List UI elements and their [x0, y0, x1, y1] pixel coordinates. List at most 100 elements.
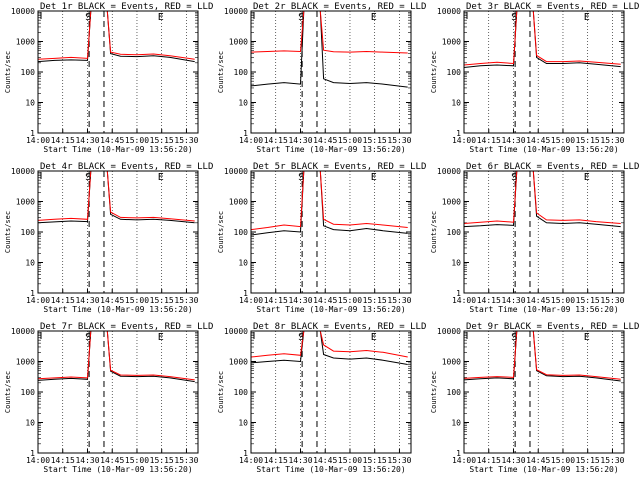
- y-tick-label: 1: [456, 129, 461, 138]
- series-line-events: [37, 330, 195, 383]
- x-tick-label: 14:00: [452, 136, 476, 145]
- chart-title: Det 7r BLACK = Events, RED = LLD: [40, 322, 213, 332]
- x-tick-label: 14:15: [264, 296, 288, 305]
- marker-label-s: S: [511, 12, 517, 23]
- y-tick-label: 100: [21, 68, 36, 77]
- x-tick-label: 14:30: [288, 296, 312, 305]
- x-axis-label: Start Time (10-Mar-09 13:56:20): [469, 305, 618, 314]
- x-axis-label: Start Time (10-Mar-09 13:56:20): [256, 305, 405, 314]
- marker-label-s: S: [85, 12, 91, 23]
- x-tick-label: 14:45: [313, 456, 337, 465]
- y-tick-label: 100: [234, 388, 249, 397]
- y-tick-label: 10: [25, 99, 35, 108]
- x-tick-label: 15:30: [387, 296, 411, 305]
- x-tick-label: 14:00: [239, 456, 263, 465]
- x-tick-label: 15:00: [551, 136, 575, 145]
- chart-title: Det 8r BLACK = Events, RED = LLD: [253, 322, 426, 332]
- y-tick-label: 10000: [437, 167, 461, 176]
- y-tick-label: 100: [21, 388, 36, 397]
- x-tick-label: 15:15: [150, 296, 174, 305]
- plot-frame: [463, 170, 625, 294]
- x-tick-label: 15:15: [363, 136, 387, 145]
- marker-label-s: S: [85, 332, 91, 343]
- series-line-lld: [463, 10, 621, 66]
- x-tick-label: 14:00: [452, 456, 476, 465]
- y-tick-label: 1: [243, 129, 248, 138]
- y-axis-label: Counts/sec: [4, 51, 12, 93]
- x-tick-label: 15:30: [174, 136, 198, 145]
- x-tick-label: 15:30: [600, 296, 624, 305]
- y-tick-label: 1000: [16, 358, 35, 367]
- chart-title: Det 5r BLACK = Events, RED = LLD: [253, 162, 426, 172]
- plot-frame: [463, 10, 625, 134]
- x-tick-label: 15:15: [363, 456, 387, 465]
- x-tick-label: 15:00: [551, 456, 575, 465]
- y-tick-label: 100: [447, 228, 462, 237]
- y-tick-label: 10000: [224, 167, 248, 176]
- y-tick-label: 10: [25, 259, 35, 268]
- plot-frame: [463, 330, 625, 454]
- x-axis-label: Start Time (10-Mar-09 13:56:20): [256, 465, 405, 474]
- marker-label-s: S: [298, 12, 304, 23]
- series-line-lld: [250, 330, 408, 358]
- x-tick-label: 14:45: [526, 136, 550, 145]
- x-tick-label: 14:15: [477, 456, 501, 465]
- x-tick-label: 15:00: [338, 136, 362, 145]
- y-tick-label: 10000: [224, 7, 248, 16]
- x-tick-label: 15:00: [338, 296, 362, 305]
- y-tick-label: 10000: [437, 7, 461, 16]
- x-tick-label: 14:15: [51, 456, 75, 465]
- x-tick-label: 15:00: [338, 456, 362, 465]
- x-tick-label: 14:00: [26, 136, 50, 145]
- x-tick-label: 14:00: [26, 456, 50, 465]
- y-tick-label: 10: [451, 99, 461, 108]
- plot-frame: [250, 330, 412, 454]
- x-tick-label: 15:15: [576, 296, 600, 305]
- y-tick-label: 100: [21, 228, 36, 237]
- x-tick-label: 14:45: [313, 296, 337, 305]
- y-tick-label: 100: [447, 68, 462, 77]
- x-tick-label: 14:30: [501, 136, 525, 145]
- x-tick-label: 14:15: [264, 456, 288, 465]
- chart-title: Det 9r BLACK = Events, RED = LLD: [466, 322, 639, 332]
- y-tick-label: 1000: [16, 198, 35, 207]
- x-tick-label: 15:00: [125, 136, 149, 145]
- x-tick-label: 15:15: [150, 456, 174, 465]
- y-axis-label: Counts/sec: [217, 371, 225, 413]
- y-axis-label: Counts/sec: [430, 211, 438, 253]
- x-axis-label: Start Time (10-Mar-09 13:56:20): [469, 145, 618, 154]
- y-axis-label: Counts/sec: [430, 51, 438, 93]
- x-tick-label: 14:45: [526, 456, 550, 465]
- y-tick-label: 1: [243, 289, 248, 298]
- x-tick-label: 15:00: [125, 456, 149, 465]
- x-axis-label: Start Time (10-Mar-09 13:56:20): [43, 465, 192, 474]
- chart-title: Det 2r BLACK = Events, RED = LLD: [253, 2, 426, 12]
- plot-frame: [250, 170, 412, 294]
- y-tick-label: 10000: [11, 7, 35, 16]
- x-tick-label: 15:00: [125, 296, 149, 305]
- series-line-lld: [250, 170, 408, 231]
- x-tick-label: 14:00: [239, 136, 263, 145]
- x-axis-label: Start Time (10-Mar-09 13:56:20): [43, 305, 192, 314]
- x-tick-label: 15:30: [174, 296, 198, 305]
- y-axis-label: Counts/sec: [217, 51, 225, 93]
- y-tick-label: 100: [234, 228, 249, 237]
- series-line-lld: [37, 170, 195, 222]
- x-tick-label: 14:45: [100, 456, 124, 465]
- y-tick-label: 1: [456, 449, 461, 458]
- marker-label-e: E: [584, 12, 590, 23]
- y-tick-label: 10: [451, 419, 461, 428]
- x-tick-label: 14:30: [288, 136, 312, 145]
- chart-title: Det 1r BLACK = Events, RED = LLD: [40, 2, 213, 12]
- y-tick-label: 1000: [229, 358, 248, 367]
- x-tick-label: 15:00: [551, 296, 575, 305]
- y-tick-label: 100: [447, 388, 462, 397]
- marker-label-s: S: [298, 172, 304, 183]
- y-tick-label: 1000: [229, 198, 248, 207]
- y-tick-label: 1: [243, 449, 248, 458]
